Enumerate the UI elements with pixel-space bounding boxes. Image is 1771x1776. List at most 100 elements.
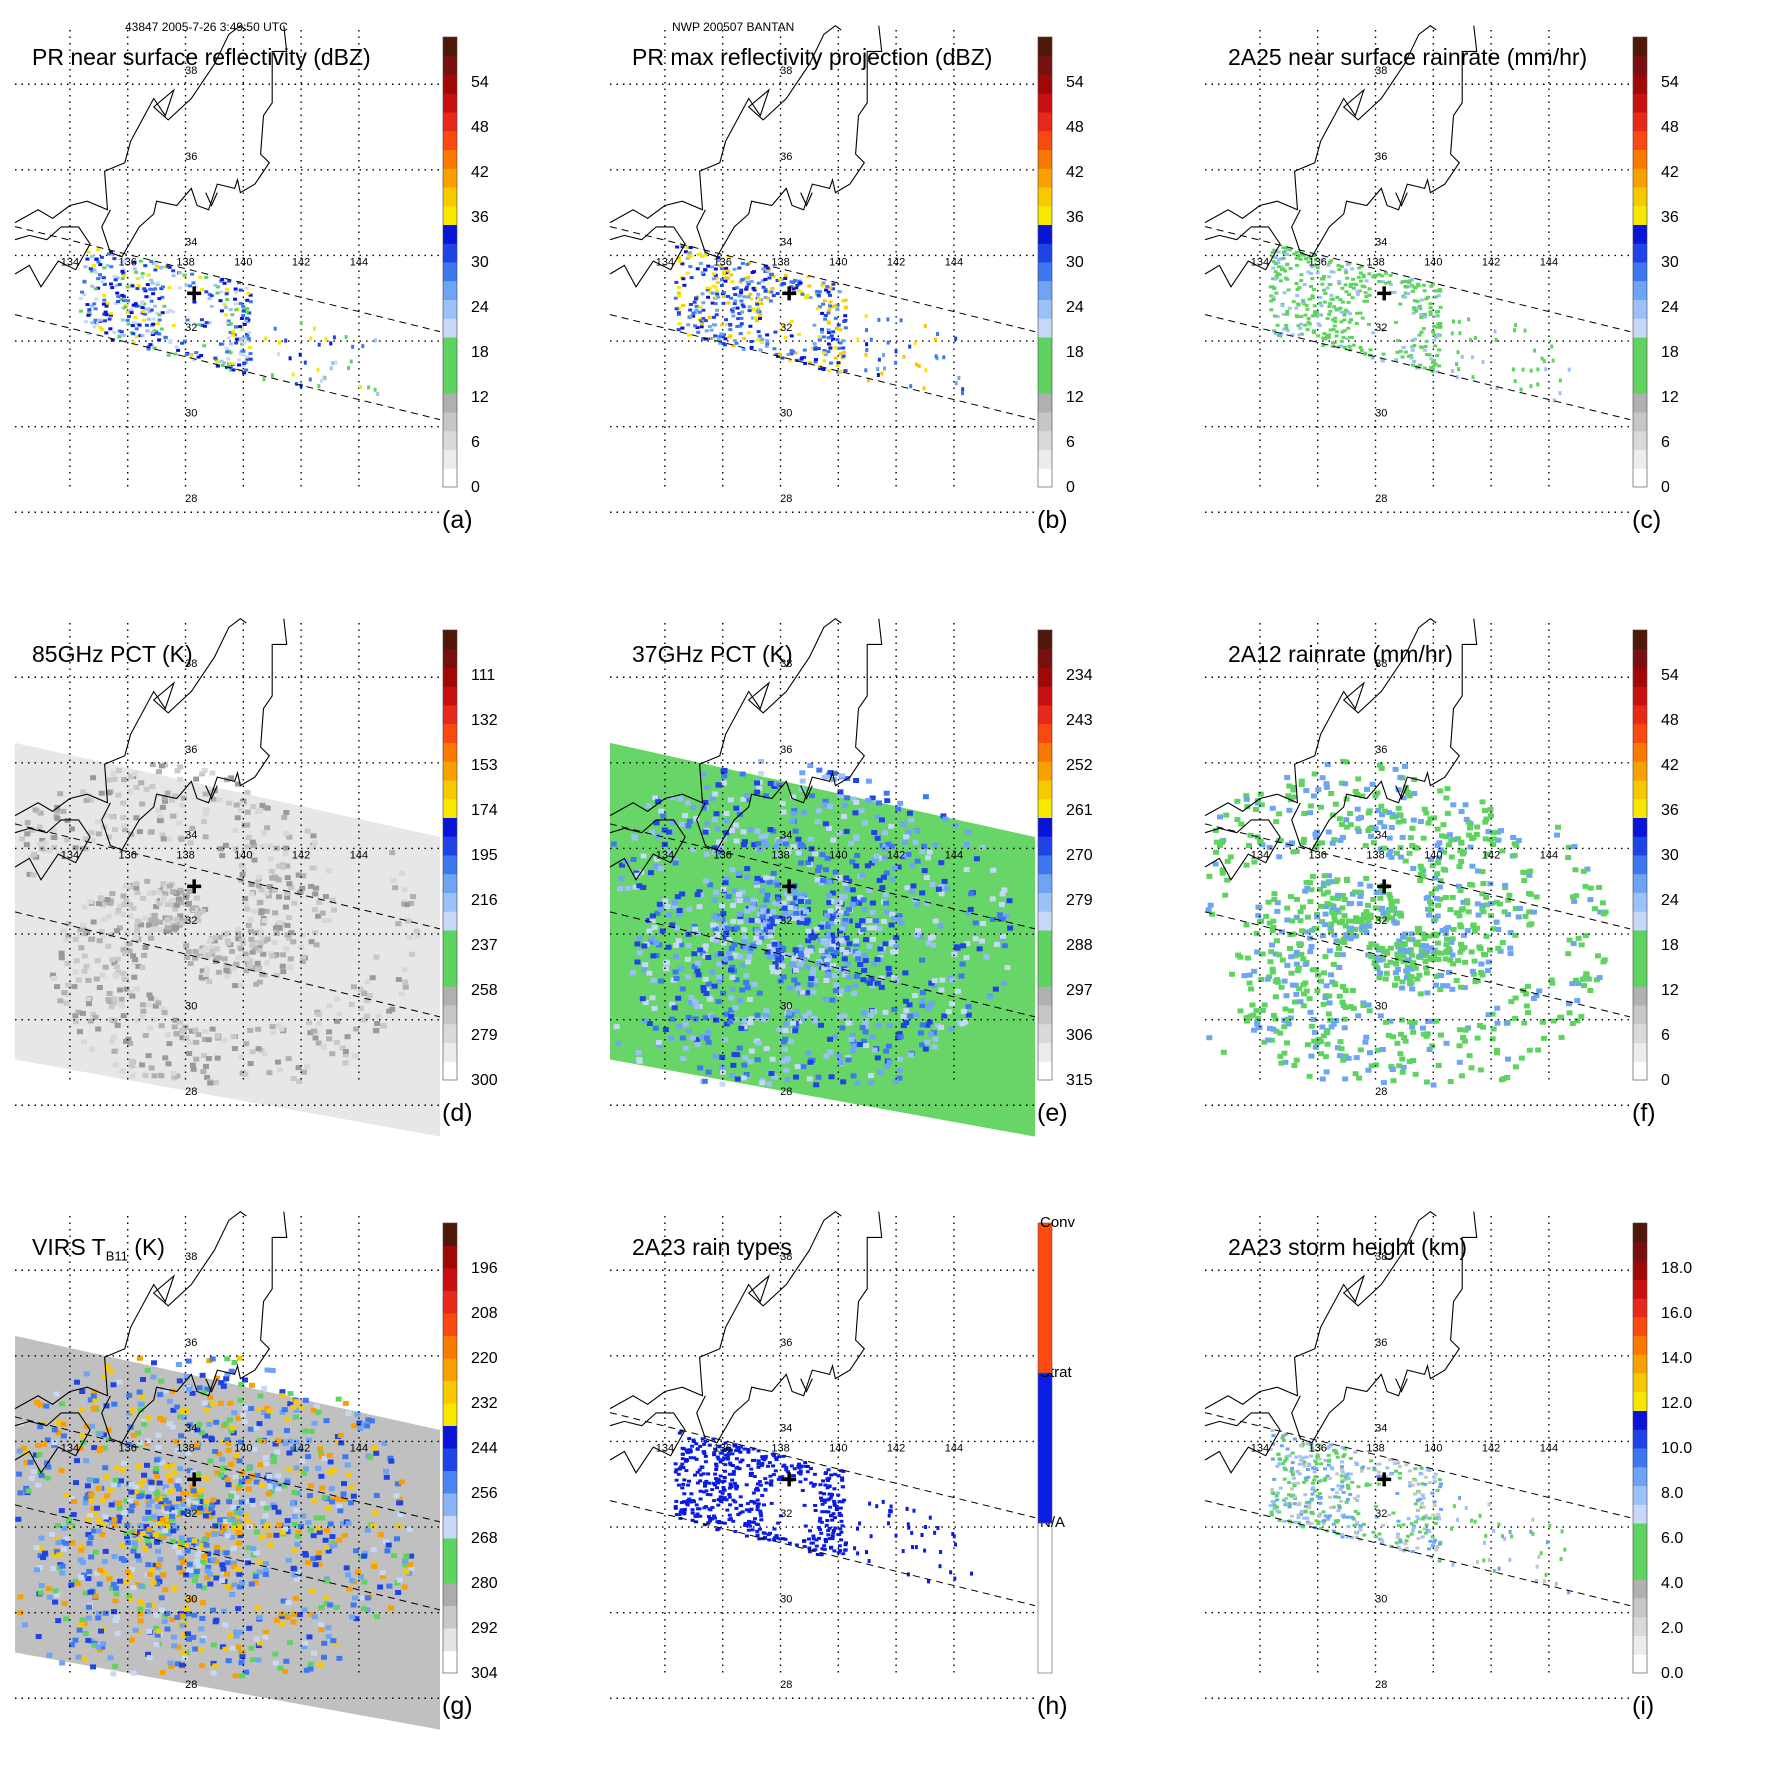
field-pixel <box>224 931 230 936</box>
field-pixel <box>1301 811 1307 816</box>
field-pixel <box>652 925 658 930</box>
field-pixel <box>1250 1003 1256 1008</box>
field-pixel <box>863 1030 869 1035</box>
rain-pixel <box>820 331 824 334</box>
rain-pixel <box>822 368 826 371</box>
colorbar-segment <box>1633 874 1647 893</box>
field-pixel <box>1502 883 1508 888</box>
field-pixel <box>250 1657 256 1662</box>
rain-pixel <box>216 292 220 295</box>
field-pixel <box>98 895 104 900</box>
field-pixel <box>879 885 885 890</box>
field-pixel <box>1325 890 1331 895</box>
rain-pixel <box>715 313 719 316</box>
field-pixel <box>370 975 376 980</box>
rain-pixel <box>677 322 681 325</box>
field-pixel <box>1318 1039 1324 1044</box>
field-pixel <box>1401 1065 1407 1070</box>
rain-pixel <box>109 283 113 286</box>
field-pixel <box>1301 991 1307 996</box>
field-pixel <box>204 967 210 972</box>
rain-pixel <box>827 308 831 311</box>
field-pixel <box>1479 891 1485 896</box>
rain-pixel <box>1278 273 1282 276</box>
field-pixel <box>74 958 80 963</box>
rain-pixel <box>110 286 114 289</box>
field-pixel <box>809 793 815 798</box>
rain-pixel <box>131 332 135 335</box>
field-pixel <box>1288 894 1294 899</box>
lat-tick-label: 30 <box>1375 1001 1387 1013</box>
rain-pixel <box>238 325 242 328</box>
rain-pixel <box>1418 334 1422 337</box>
rain-pixel <box>765 339 769 342</box>
rain-pixel <box>735 342 739 345</box>
field-pixel <box>235 815 241 820</box>
colorbar-tick-label: 42 <box>1661 757 1679 774</box>
rain-pixel <box>1299 323 1303 326</box>
field-pixel <box>1361 912 1367 917</box>
colorbar-tick-label: 0 <box>471 479 480 496</box>
lat-tick-label: 32 <box>1375 915 1387 927</box>
rain-pixel <box>221 364 225 367</box>
rain-pixel <box>831 330 835 333</box>
rain-pixel <box>178 286 182 289</box>
field-pixel <box>744 909 750 914</box>
rain-pixel <box>827 328 831 331</box>
colorbar-segment <box>443 986 457 1005</box>
colorbar-segment <box>1038 874 1052 893</box>
field-pixel <box>839 938 845 943</box>
rain-pixel <box>1396 339 1400 342</box>
colorbar-segment <box>1633 187 1647 206</box>
colorbar-tick-label: 18 <box>471 344 489 361</box>
field-pixel <box>1525 1010 1531 1015</box>
rain-pixel <box>1359 312 1363 315</box>
field-pixel <box>190 1063 196 1068</box>
field-pixel <box>650 913 656 918</box>
rain-pixel <box>1323 337 1327 340</box>
field-pixel <box>818 1023 824 1028</box>
field-pixel <box>1377 896 1383 901</box>
rain-pixel <box>1354 283 1358 286</box>
field-pixel <box>1487 881 1493 886</box>
field-pixel <box>61 928 67 933</box>
rain-pixel <box>359 385 362 389</box>
field-pixel <box>844 886 850 891</box>
field-pixel <box>88 1019 94 1024</box>
field-pixel <box>896 917 902 922</box>
field-pixel <box>220 1466 226 1471</box>
rain-pixel <box>713 334 717 337</box>
rain-pixel <box>100 256 104 259</box>
rain-pixel <box>229 351 233 354</box>
field-pixel <box>829 1074 835 1079</box>
field-pixel <box>193 777 199 782</box>
rain-pixel <box>918 364 921 368</box>
field-pixel <box>210 1027 216 1032</box>
field-pixel <box>1007 926 1013 931</box>
field-pixel <box>283 905 289 910</box>
field-pixel <box>1433 983 1439 988</box>
rain-pixel <box>1431 330 1435 333</box>
field-pixel <box>391 1553 397 1558</box>
rain-pixel <box>1423 316 1427 319</box>
field-pixel <box>122 951 128 956</box>
field-pixel <box>274 931 280 936</box>
field-pixel <box>636 935 642 940</box>
field-pixel <box>863 958 869 963</box>
rain-pixel <box>1301 299 1305 302</box>
field-pixel <box>1443 796 1449 801</box>
field-pixel <box>1464 817 1470 822</box>
field-pixel <box>249 943 255 948</box>
field-pixel <box>277 926 283 931</box>
field-pixel <box>658 979 664 984</box>
rain-pixel <box>763 278 767 281</box>
field-pixel <box>45 1476 51 1481</box>
rain-pixel <box>120 270 124 273</box>
field-pixel <box>932 1044 938 1049</box>
colorbar-segment <box>1038 893 1052 912</box>
rain-pixel <box>776 292 780 295</box>
rain-pixel <box>742 337 746 340</box>
